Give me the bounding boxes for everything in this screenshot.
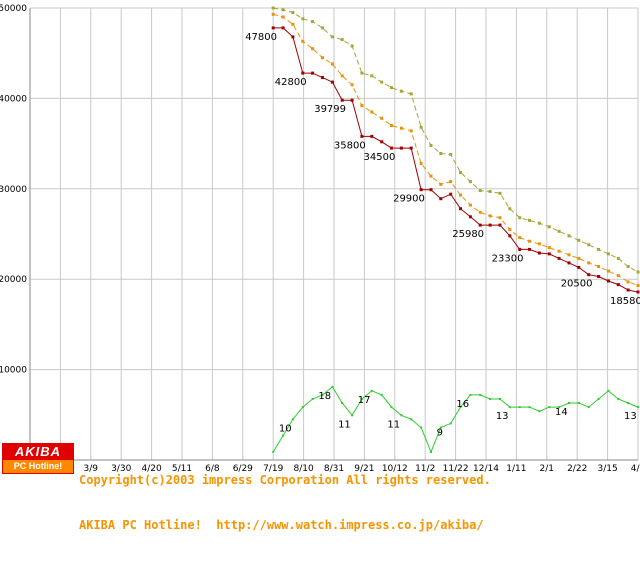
svg-text:35800: 35800 bbox=[334, 140, 366, 151]
y-tick-labels: 01000020000300004000050000 bbox=[0, 4, 27, 466]
svg-text:9: 9 bbox=[437, 427, 443, 438]
svg-text:13: 13 bbox=[496, 411, 509, 422]
copyright-line: Copyright(c)2003 impress Corporation All… bbox=[79, 473, 491, 487]
svg-text:9/21: 9/21 bbox=[354, 464, 374, 474]
svg-text:10/12: 10/12 bbox=[382, 464, 408, 474]
svg-text:18: 18 bbox=[318, 391, 331, 402]
svg-text:42800: 42800 bbox=[275, 77, 307, 88]
svg-text:11: 11 bbox=[387, 419, 400, 430]
svg-text:25980: 25980 bbox=[452, 229, 484, 240]
svg-text:39799: 39799 bbox=[314, 104, 346, 115]
svg-text:2/1: 2/1 bbox=[540, 464, 554, 474]
copyright-block: Copyright(c)2003 impress Corporation All… bbox=[79, 443, 491, 563]
svg-text:11/22: 11/22 bbox=[443, 464, 469, 474]
svg-text:18580: 18580 bbox=[610, 296, 640, 307]
price-trend-chart: 1/262/163/93/304/205/116/86/297/198/108/… bbox=[0, 4, 640, 474]
svg-text:29900: 29900 bbox=[393, 194, 425, 205]
svg-text:23300: 23300 bbox=[492, 253, 524, 264]
svg-text:4/20: 4/20 bbox=[141, 464, 161, 474]
svg-text:2/22: 2/22 bbox=[567, 464, 587, 474]
site-url-line: AKIBA PC Hotline! http://www.watch.impre… bbox=[79, 518, 484, 532]
svg-text:5/11: 5/11 bbox=[172, 464, 192, 474]
svg-text:3/30: 3/30 bbox=[111, 464, 131, 474]
logo-pchotline-text: PC Hotline! bbox=[3, 460, 73, 473]
svg-text:17: 17 bbox=[358, 395, 371, 406]
svg-text:10000: 10000 bbox=[0, 366, 27, 376]
svg-text:16: 16 bbox=[456, 399, 469, 410]
svg-text:11: 11 bbox=[338, 419, 351, 430]
logo-akiba-text: AKIBA bbox=[3, 444, 73, 460]
shop-count-labels: 10 18 11 17 11 9 16 13 14 13 bbox=[279, 391, 637, 439]
svg-text:50000: 50000 bbox=[0, 4, 27, 14]
gridlines bbox=[29, 7, 639, 461]
svg-text:4/5: 4/5 bbox=[631, 464, 640, 474]
svg-text:13: 13 bbox=[624, 411, 637, 422]
svg-text:34500: 34500 bbox=[364, 152, 396, 163]
svg-text:47800: 47800 bbox=[245, 32, 277, 43]
svg-text:8/10: 8/10 bbox=[293, 464, 313, 474]
svg-text:14: 14 bbox=[555, 407, 568, 418]
svg-text:11/2: 11/2 bbox=[415, 464, 435, 474]
series-average-price bbox=[271, 12, 640, 287]
svg-text:20000: 20000 bbox=[0, 275, 27, 285]
watermark: AKIBA PC Hotline! Copyright(c)2003 impre… bbox=[2, 443, 491, 563]
akiba-pc-hotline-logo: AKIBA PC Hotline! bbox=[2, 443, 74, 474]
svg-text:7/19: 7/19 bbox=[263, 464, 283, 474]
svg-text:20500: 20500 bbox=[561, 279, 593, 290]
svg-text:6/29: 6/29 bbox=[233, 464, 253, 474]
series-highest-price bbox=[271, 6, 640, 274]
svg-text:3/9: 3/9 bbox=[84, 464, 99, 474]
svg-text:3/15: 3/15 bbox=[597, 464, 617, 474]
svg-text:30000: 30000 bbox=[0, 185, 27, 195]
svg-text:40000: 40000 bbox=[0, 94, 27, 104]
series-shop-count bbox=[272, 385, 639, 454]
svg-text:10: 10 bbox=[279, 423, 292, 434]
svg-text:12/14: 12/14 bbox=[473, 464, 499, 474]
series-lowest-price bbox=[271, 26, 640, 294]
svg-text:8/31: 8/31 bbox=[324, 464, 344, 474]
svg-text:6/8: 6/8 bbox=[205, 464, 220, 474]
svg-text:1/11: 1/11 bbox=[506, 464, 526, 474]
